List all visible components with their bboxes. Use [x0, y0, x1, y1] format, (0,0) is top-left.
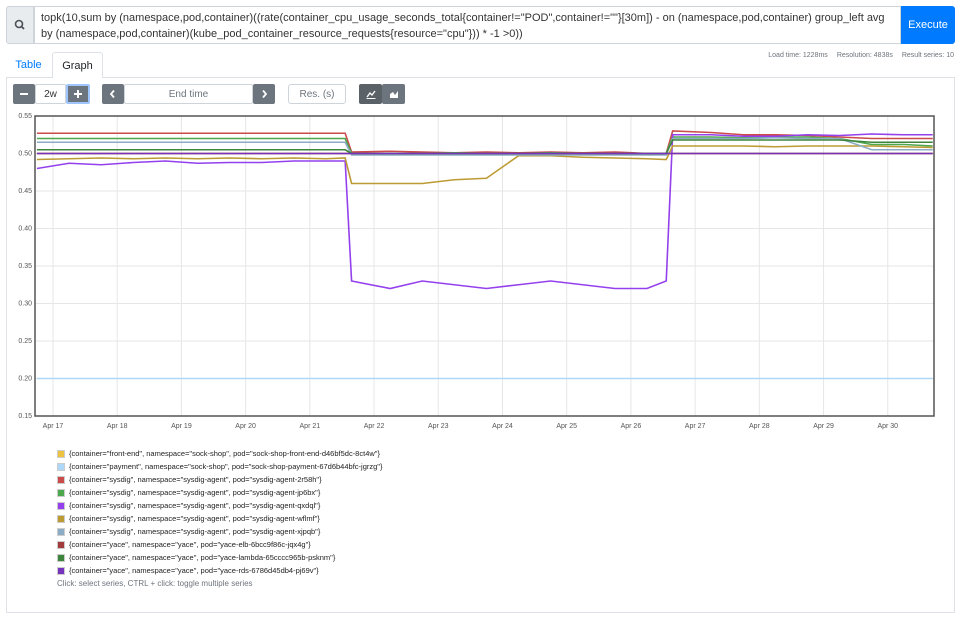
- legend-label: {container="sysdig", namespace="sysdig-a…: [69, 501, 321, 510]
- search-icon: [6, 6, 34, 44]
- legend-item[interactable]: {container="yace", namespace="yace", pod…: [57, 551, 382, 564]
- series-line: [36, 130, 933, 155]
- legend: {container="front-end", namespace="sock-…: [57, 447, 382, 577]
- previous-time[interactable]: [102, 84, 124, 104]
- stat: Resolution: 4838s: [836, 52, 893, 59]
- y-tick-label: 0.20: [18, 375, 32, 382]
- icon: [14, 19, 25, 30]
- line-chart-toggle[interactable]: [359, 84, 382, 104]
- legend-item[interactable]: {container="sysdig", namespace="sysdig-a…: [57, 473, 382, 486]
- legend-swatch: [57, 527, 65, 536]
- x-tick-label: Apr 21: [300, 423, 321, 430]
- range-input[interactable]: 2w: [35, 84, 66, 104]
- x-tick-label: Apr 29: [813, 423, 834, 430]
- x-tick-label: Apr 17: [43, 423, 64, 430]
- legend-item[interactable]: {container="yace", namespace="yace", pod…: [57, 538, 382, 551]
- x-tick-label: Apr 20: [235, 423, 256, 430]
- x-tick-label: Apr 22: [364, 423, 385, 430]
- query-input[interactable]: topk(10,sum by (namespace,pod,container)…: [34, 6, 901, 44]
- legend-label: {container="front-end", namespace="sock-…: [69, 449, 380, 458]
- legend-swatch: [57, 514, 65, 523]
- legend-hint: Click: select series, CTRL + click: togg…: [57, 579, 253, 588]
- graph-panel: [6, 77, 955, 613]
- legend-item[interactable]: {container="front-end", namespace="sock-…: [57, 447, 382, 460]
- stat: Load time: 1228ms: [768, 52, 828, 59]
- series-line: [36, 133, 933, 290]
- execute-button[interactable]: Execute: [901, 6, 955, 44]
- x-tick-label: Apr 28: [749, 423, 770, 430]
- y-tick-label: 0.35: [18, 263, 32, 270]
- stacked-chart-toggle[interactable]: [382, 84, 405, 104]
- series-line: [36, 136, 933, 156]
- decrease-range[interactable]: [13, 84, 35, 104]
- y-tick-label: 0.40: [18, 225, 32, 232]
- resolution-input[interactable]: Res. (s): [288, 84, 346, 104]
- legend-label: {container="yace", namespace="yace", pod…: [69, 566, 319, 575]
- legend-swatch: [57, 566, 65, 575]
- legend-label: {container="sysdig", namespace="sysdig-a…: [69, 475, 322, 484]
- x-tick-label: Apr 25: [556, 423, 577, 430]
- y-tick-label: 0.50: [18, 150, 32, 157]
- legend-item[interactable]: {container="yace", namespace="yace", pod…: [57, 564, 382, 577]
- y-tick-label: 0.15: [18, 413, 32, 420]
- query-stats: Load time: 1228ms Resolution: 4838s Result…: [759, 52, 954, 59]
- legend-label: {container="sysdig", namespace="sysdig-a…: [69, 527, 321, 536]
- legend-item[interactable]: {container="sysdig", namespace="sysdig-a…: [57, 512, 382, 525]
- y-tick-label: 0.25: [18, 338, 32, 345]
- legend-item[interactable]: {container="payment", namespace="sock-sh…: [57, 460, 382, 473]
- y-tick-label: 0.55: [18, 113, 32, 120]
- increase-range[interactable]: [66, 84, 90, 104]
- legend-item[interactable]: {container="sysdig", namespace="sysdig-a…: [57, 499, 382, 512]
- x-tick-label: Apr 24: [492, 423, 513, 430]
- legend-label: {container="sysdig", namespace="sysdig-a…: [69, 488, 321, 497]
- end-time-input[interactable]: End time: [124, 84, 253, 104]
- legend-label: {container="yace", namespace="yace", pod…: [69, 540, 311, 549]
- legend-swatch: [57, 553, 65, 562]
- tab-active[interactable]: Graph: [52, 52, 103, 78]
- stat: Result series: 10: [901, 52, 954, 59]
- y-tick-label: 0.30: [18, 300, 32, 307]
- y-tick-label: 0.45: [18, 188, 32, 195]
- x-tick-label: Apr 19: [171, 423, 192, 430]
- legend-swatch: [57, 540, 65, 549]
- legend-label: {container="yace", namespace="yace", pod…: [69, 553, 336, 562]
- legend-swatch: [57, 449, 65, 458]
- series-line: [36, 145, 933, 185]
- legend-swatch: [57, 488, 65, 497]
- x-tick-label: Apr 23: [428, 423, 449, 430]
- legend-item[interactable]: {container="sysdig", namespace="sysdig-a…: [57, 525, 382, 538]
- x-tick-label: Apr 30: [877, 423, 898, 430]
- legend-swatch: [57, 475, 65, 484]
- x-tick-label: Apr 27: [685, 423, 706, 430]
- plot-border: [34, 115, 935, 417]
- x-tick-label: Apr 26: [621, 423, 642, 430]
- legend-label: {container="payment", namespace="sock-sh…: [69, 462, 383, 471]
- legend-item[interactable]: {container="sysdig", namespace="sysdig-a…: [57, 486, 382, 499]
- x-tick-label: Apr 18: [107, 423, 128, 430]
- next-time[interactable]: [253, 84, 275, 104]
- tab[interactable]: Table: [15, 59, 42, 71]
- legend-swatch: [57, 462, 65, 471]
- legend-label: {container="sysdig", namespace="sysdig-a…: [69, 514, 320, 523]
- legend-swatch: [57, 501, 65, 510]
